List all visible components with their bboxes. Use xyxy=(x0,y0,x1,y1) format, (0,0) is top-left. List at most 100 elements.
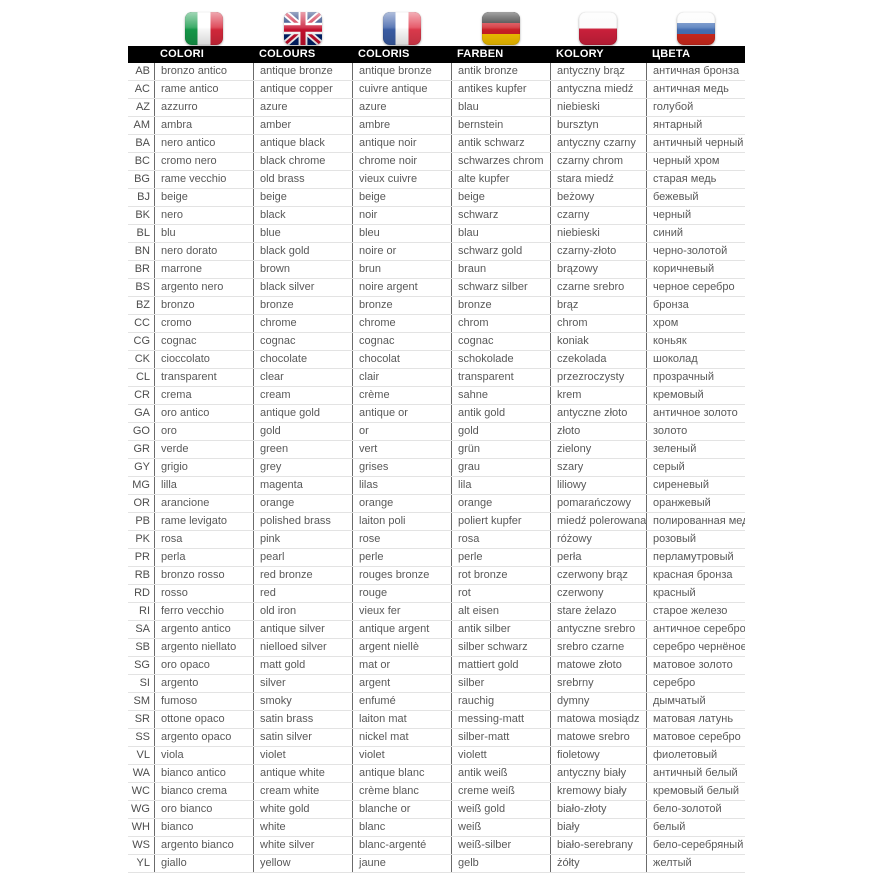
color-code: SG xyxy=(134,659,150,671)
color-name-en: polished brass xyxy=(253,513,352,530)
color-name-de: gelb xyxy=(451,855,550,872)
color-name-pl: czarne srebro xyxy=(550,279,646,296)
color-code: YL xyxy=(136,857,150,869)
color-code: AM xyxy=(133,119,151,131)
color-code: WG xyxy=(131,803,150,815)
color-code: SB xyxy=(135,641,150,653)
color-code: CK xyxy=(134,353,150,365)
color-name-it: bronzo rosso xyxy=(154,567,253,584)
color-name-de: transparent xyxy=(451,369,550,386)
color-code: AC xyxy=(134,83,150,95)
germany-flag-icon xyxy=(481,12,520,45)
color-name-pl: kremowy biały xyxy=(550,783,646,800)
color-name-ru: старая медь xyxy=(646,171,745,188)
color-name-it: cromo nero xyxy=(154,153,253,170)
table-body: AB bronzo antico antique bronze antique bro… xyxy=(128,63,745,873)
color-name-pl: srebro czarne xyxy=(550,639,646,656)
color-name-en: white silver xyxy=(253,837,352,854)
color-name-de: antik silber xyxy=(451,621,550,638)
color-name-fr: perle xyxy=(352,549,451,566)
color-name-fr: antique blanc xyxy=(352,765,451,782)
color-name-ru: янтарный xyxy=(646,117,745,134)
table-row: SM fumoso smoky enfumé rauchig dymny дымчатый xyxy=(128,693,745,711)
color-name-de: blau xyxy=(451,225,550,242)
color-name-fr: violet xyxy=(352,747,451,764)
color-name-de: silber xyxy=(451,675,550,692)
color-code: BK xyxy=(135,209,150,221)
color-name-de: antikes kupfer xyxy=(451,81,550,98)
table-header: COLORI COLOURS COLORIS FARBEN KOLORY ЦВЕ… xyxy=(128,46,745,63)
color-name-pl: brązowy xyxy=(550,261,646,278)
color-name-fr: vieux fer xyxy=(352,603,451,620)
color-name-it: ottone opaco xyxy=(154,711,253,728)
color-name-en: red bronze xyxy=(253,567,352,584)
color-name-fr: mat or xyxy=(352,657,451,674)
color-name-ru: фиолетовый xyxy=(646,747,745,764)
color-name-en: old brass xyxy=(253,171,352,188)
color-name-fr: laiton poli xyxy=(352,513,451,530)
color-name-fr: clair xyxy=(352,369,451,386)
color-name-ru: серебро xyxy=(646,675,745,692)
color-name-de: violett xyxy=(451,747,550,764)
color-code: SI xyxy=(139,677,150,689)
color-name-de: grün xyxy=(451,441,550,458)
color-code: GO xyxy=(132,425,150,437)
color-name-it: ferro vecchio xyxy=(154,603,253,620)
color-name-ru: матовое золото xyxy=(646,657,745,674)
table-row: SA argento antico antique silver antique ar… xyxy=(128,621,745,639)
color-name-fr: ambre xyxy=(352,117,451,134)
table-row: BJ beige beige beige beige beżowy бежевый xyxy=(128,189,745,207)
color-code: MG xyxy=(132,479,150,491)
color-name-pl: niebieski xyxy=(550,225,646,242)
color-name-de: antik weiß xyxy=(451,765,550,782)
color-name-it: argento bianco xyxy=(154,837,253,854)
header-colori: COLORI xyxy=(160,48,204,60)
color-code: PK xyxy=(135,533,150,545)
header-colours: COLOURS xyxy=(259,48,316,60)
color-name-pl: liliowy xyxy=(550,477,646,494)
color-name-fr: blanc-argenté xyxy=(352,837,451,854)
color-name-it: transparent xyxy=(154,369,253,386)
color-name-it: cioccolato xyxy=(154,351,253,368)
color-name-fr: vieux cuivre xyxy=(352,171,451,188)
color-name-it: giallo xyxy=(154,855,253,872)
color-name-ru: оранжевый xyxy=(646,495,745,512)
color-name-en: chocolate xyxy=(253,351,352,368)
color-name-fr: grises xyxy=(352,459,451,476)
color-name-en: orange xyxy=(253,495,352,512)
color-name-en: antique black xyxy=(253,135,352,152)
color-name-fr: cuivre antique xyxy=(352,81,451,98)
color-name-pl: pomarańczowy xyxy=(550,495,646,512)
table-row: PB rame levigato polished brass laiton poli… xyxy=(128,513,745,531)
color-name-de: weiß gold xyxy=(451,801,550,818)
color-name-ru: матовое серебро xyxy=(646,729,745,746)
color-name-pl: antyczne srebro xyxy=(550,621,646,638)
table-row: YL giallo yellow jaune gelb żółty желтый xyxy=(128,855,745,873)
color-name-pl: antyczny czarny xyxy=(550,135,646,152)
color-name-ru: дымчатый xyxy=(646,693,745,710)
color-name-fr: brun xyxy=(352,261,451,278)
table-row: WC bianco crema cream white crème blanc crem… xyxy=(128,783,745,801)
color-name-ru: желтый xyxy=(646,855,745,872)
color-name-fr: chrome noir xyxy=(352,153,451,170)
color-name-fr: crème xyxy=(352,387,451,404)
table-row: WS argento bianco white silver blanc-argent… xyxy=(128,837,745,855)
color-name-fr: orange xyxy=(352,495,451,512)
color-name-fr: crème blanc xyxy=(352,783,451,800)
color-name-fr: rouges bronze xyxy=(352,567,451,584)
color-name-en: old iron xyxy=(253,603,352,620)
color-name-en: satin brass xyxy=(253,711,352,728)
color-name-pl: szary xyxy=(550,459,646,476)
color-name-fr: chocolat xyxy=(352,351,451,368)
color-code: SR xyxy=(134,713,150,725)
color-name-fr: argent niellè xyxy=(352,639,451,656)
color-name-it: marrone xyxy=(154,261,253,278)
color-name-pl: stare żelazo xyxy=(550,603,646,620)
color-name-de: weiß-silber xyxy=(451,837,550,854)
color-name-de: silber schwarz xyxy=(451,639,550,656)
table-row: AZ azzurro azure azure blau niebieski голубой xyxy=(128,99,745,117)
color-name-pl: beżowy xyxy=(550,189,646,206)
color-name-ru: кремовый белый xyxy=(646,783,745,800)
color-name-it: arancione xyxy=(154,495,253,512)
color-name-de: mattiert gold xyxy=(451,657,550,674)
